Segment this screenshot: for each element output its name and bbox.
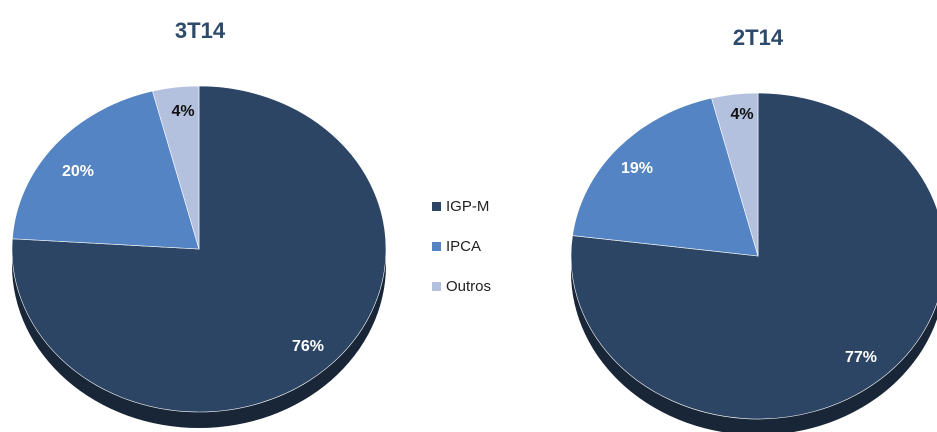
pie-1-label-igp-m: 76% (292, 338, 324, 355)
chart-title-3t14: 3T14 (174, 18, 226, 43)
pie-1-label-outros: 4% (171, 103, 194, 120)
pie-2-label-ipca: 19% (621, 160, 653, 177)
pie-1-slice-ipca (12, 90, 200, 250)
pie-2-slice-ipca (572, 97, 759, 257)
pie-2-slice-outros (711, 92, 759, 257)
legend: IGP-M IPCA Outros (432, 196, 491, 316)
pie-chart-2t14: 77% 19% 4% (570, 92, 937, 432)
legend-swatch-igpm (432, 202, 441, 211)
legend-label-ipca: IPCA (446, 238, 482, 255)
legend-swatch-outros (432, 282, 441, 291)
legend-item-igpm: IGP-M (432, 196, 491, 217)
legend-item-outros: Outros (432, 276, 491, 297)
pie-2-slice-igp-m (570, 92, 937, 420)
pie-2-label-outros: 4% (730, 106, 753, 123)
pie-2-label-igp-m: 77% (845, 349, 877, 366)
pie-1-slice-outros (152, 85, 200, 250)
legend-item-ipca: IPCA (432, 236, 491, 257)
legend-swatch-ipca (432, 242, 441, 251)
legend-label-outros: Outros (446, 278, 492, 295)
legend-label-igpm: IGP-M (446, 198, 490, 215)
pie-chart-3t14: 76% 20% 4% (11, 85, 387, 428)
chart-title-2t14: 2T14 (732, 25, 784, 50)
pie-1-label-ipca: 20% (62, 163, 94, 180)
